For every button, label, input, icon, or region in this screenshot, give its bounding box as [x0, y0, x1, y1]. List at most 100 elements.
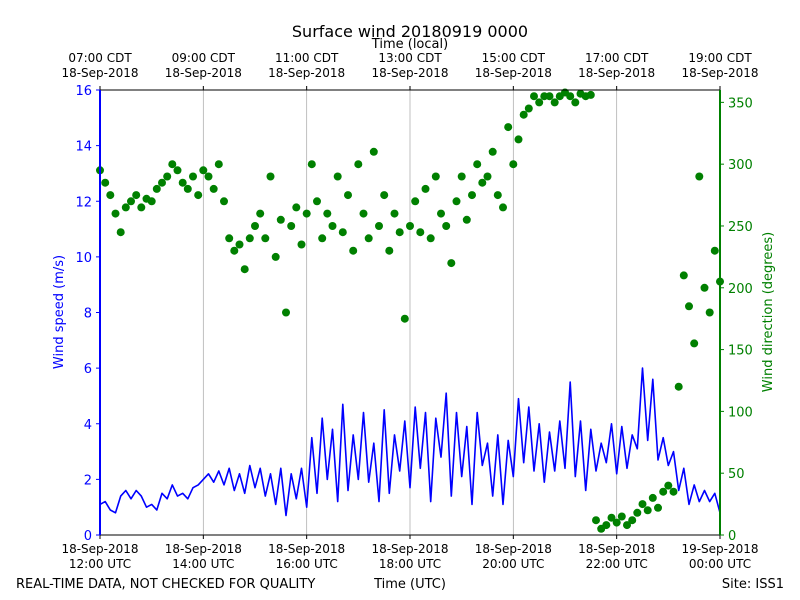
- top-tick-label-date: 18-Sep-2018: [578, 66, 655, 80]
- wind-direction-point: [385, 246, 394, 255]
- wind-direction-point: [535, 98, 544, 107]
- y2-tick-label: 100: [728, 405, 753, 420]
- wind-direction-point: [183, 184, 192, 193]
- y2-tick-label: 250: [728, 220, 753, 235]
- x-axis-label: Time (UTC): [373, 577, 446, 592]
- wind-direction-point: [152, 184, 161, 193]
- wind-direction-point: [431, 172, 440, 181]
- wind-direction-point: [679, 271, 688, 280]
- wind-direction-point: [359, 209, 368, 218]
- y2-tick-label: 0: [728, 529, 736, 544]
- x-tick-label-time: 16:00 UTC: [276, 557, 338, 571]
- wind-direction-point: [390, 209, 399, 218]
- top-tick-label-date: 18-Sep-2018: [268, 66, 345, 80]
- wind-direction-point: [452, 197, 461, 206]
- wind-direction-point: [478, 178, 487, 187]
- x-tick-label-date: 18-Sep-2018: [371, 542, 448, 556]
- top-tick-label-date: 18-Sep-2018: [61, 66, 138, 80]
- top-axis-label: Time (local): [371, 37, 448, 52]
- wind-direction-point: [276, 215, 285, 224]
- y-tick-label: 14: [75, 140, 92, 155]
- wind-direction-point: [323, 209, 332, 218]
- wind-direction-point: [178, 178, 187, 187]
- wind-direction-point: [664, 481, 673, 490]
- wind-direction-point: [586, 90, 595, 99]
- wind-direction-point: [421, 184, 430, 193]
- wind-direction-point: [271, 252, 280, 261]
- wind-direction-point: [690, 339, 699, 348]
- wind-direction-point: [225, 234, 234, 243]
- wind-direction-point: [220, 197, 228, 206]
- footer-disclaimer: REAL-TIME DATA, NOT CHECKED FOR QUALITY: [16, 577, 315, 592]
- wind-direction-point: [566, 92, 575, 101]
- wind-direction-point: [380, 191, 389, 200]
- top-tick-label-date: 18-Sep-2018: [475, 66, 552, 80]
- wind-direction-point: [214, 160, 223, 169]
- wind-direction-point: [659, 487, 668, 496]
- wind-direction-point: [462, 215, 471, 224]
- wind-direction-point: [344, 191, 352, 200]
- wind-direction-point: [349, 246, 358, 255]
- chart-title: Surface wind 20180919 0000: [292, 22, 528, 41]
- wind-direction-point: [282, 308, 290, 317]
- wind-direction-point: [261, 234, 270, 243]
- wind-direction-point: [364, 234, 373, 243]
- wind-direction-point: [163, 172, 172, 181]
- wind-direction-point: [483, 172, 492, 181]
- wind-direction-point: [488, 147, 497, 156]
- y2-axis-label: Wind direction (degrees): [761, 232, 776, 392]
- wind-direction-point: [400, 314, 409, 323]
- wind-direction-point: [617, 512, 626, 521]
- wind-direction-point: [442, 222, 451, 230]
- wind-direction-point: [328, 222, 337, 230]
- y-tick-label: 2: [84, 473, 92, 488]
- wind-direction-point: [674, 382, 683, 391]
- top-tick-label-time: 15:00 CDT: [482, 51, 546, 65]
- wind-direction-point: [406, 222, 414, 230]
- wind-direction-point: [230, 246, 239, 255]
- wind-direction-point: [437, 209, 445, 218]
- wind-direction-point: [173, 166, 182, 175]
- wind-direction-point: [468, 191, 476, 200]
- wind-speed-line: [99, 367, 721, 517]
- y-tick-label: 0: [84, 529, 92, 544]
- top-tick-label-time: 11:00 CDT: [275, 51, 339, 65]
- wind-direction-point: [137, 203, 146, 212]
- wind-direction-point: [524, 104, 533, 113]
- x-tick-label-date: 18-Sep-2018: [165, 542, 242, 556]
- wind-direction-point: [111, 209, 120, 218]
- wind-direction-point: [189, 172, 197, 181]
- wind-direction-point: [685, 302, 693, 311]
- wind-direction-point: [638, 500, 647, 509]
- x-tick-label-date: 18-Sep-2018: [61, 542, 138, 556]
- y2-tick-label: 150: [728, 344, 753, 359]
- y-tick-label: 10: [75, 251, 92, 266]
- top-tick-label-time: 09:00 CDT: [172, 51, 236, 65]
- x-tick-label-time: 12:00 UTC: [69, 557, 131, 571]
- wind-direction-point: [127, 197, 135, 206]
- wind-direction-point: [297, 240, 306, 249]
- x-tick-label-date: 19-Sep-2018: [681, 542, 758, 556]
- y-tick-label: 8: [84, 307, 92, 322]
- wind-direction-point: [209, 184, 218, 193]
- wind-direction-point: [545, 92, 554, 101]
- wind-direction-point: [530, 92, 538, 101]
- y-tick-label: 4: [84, 418, 92, 433]
- wind-direction-point: [473, 160, 482, 169]
- top-tick-label-date: 18-Sep-2018: [165, 66, 242, 80]
- wind-direction-point: [302, 209, 311, 218]
- wind-direction-point: [354, 160, 363, 169]
- wind-direction-point: [266, 172, 275, 181]
- x-tick-label-time: 20:00 UTC: [482, 557, 544, 571]
- x-tick-label-date: 18-Sep-2018: [268, 542, 345, 556]
- wind-direction-point: [499, 203, 507, 212]
- wind-direction-point: [504, 123, 513, 132]
- wind-speed-series: [99, 367, 721, 517]
- wind-direction-point: [493, 191, 502, 200]
- y2-tick-label: 300: [728, 158, 753, 173]
- wind-direction-point: [710, 246, 719, 255]
- x-tick-label-time: 22:00 UTC: [586, 557, 648, 571]
